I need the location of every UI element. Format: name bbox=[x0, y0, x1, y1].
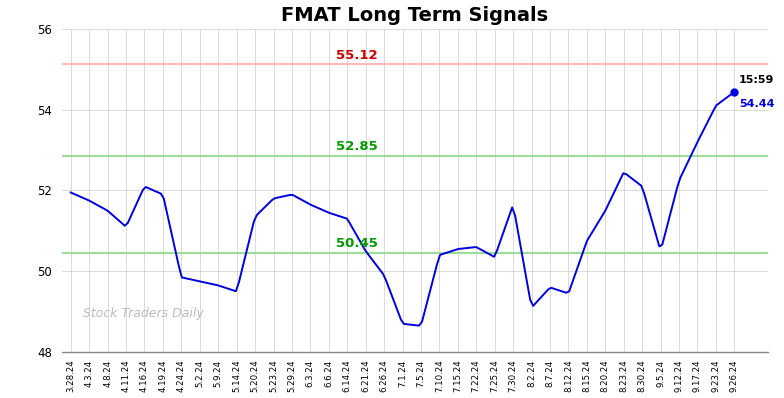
Text: 50.45: 50.45 bbox=[336, 237, 378, 250]
Text: 54.44: 54.44 bbox=[739, 99, 775, 109]
Text: 15:59: 15:59 bbox=[739, 75, 775, 85]
Text: 52.85: 52.85 bbox=[336, 140, 378, 153]
Text: 55.12: 55.12 bbox=[336, 49, 378, 62]
Text: Stock Traders Daily: Stock Traders Daily bbox=[82, 307, 203, 320]
Title: FMAT Long Term Signals: FMAT Long Term Signals bbox=[281, 6, 548, 25]
